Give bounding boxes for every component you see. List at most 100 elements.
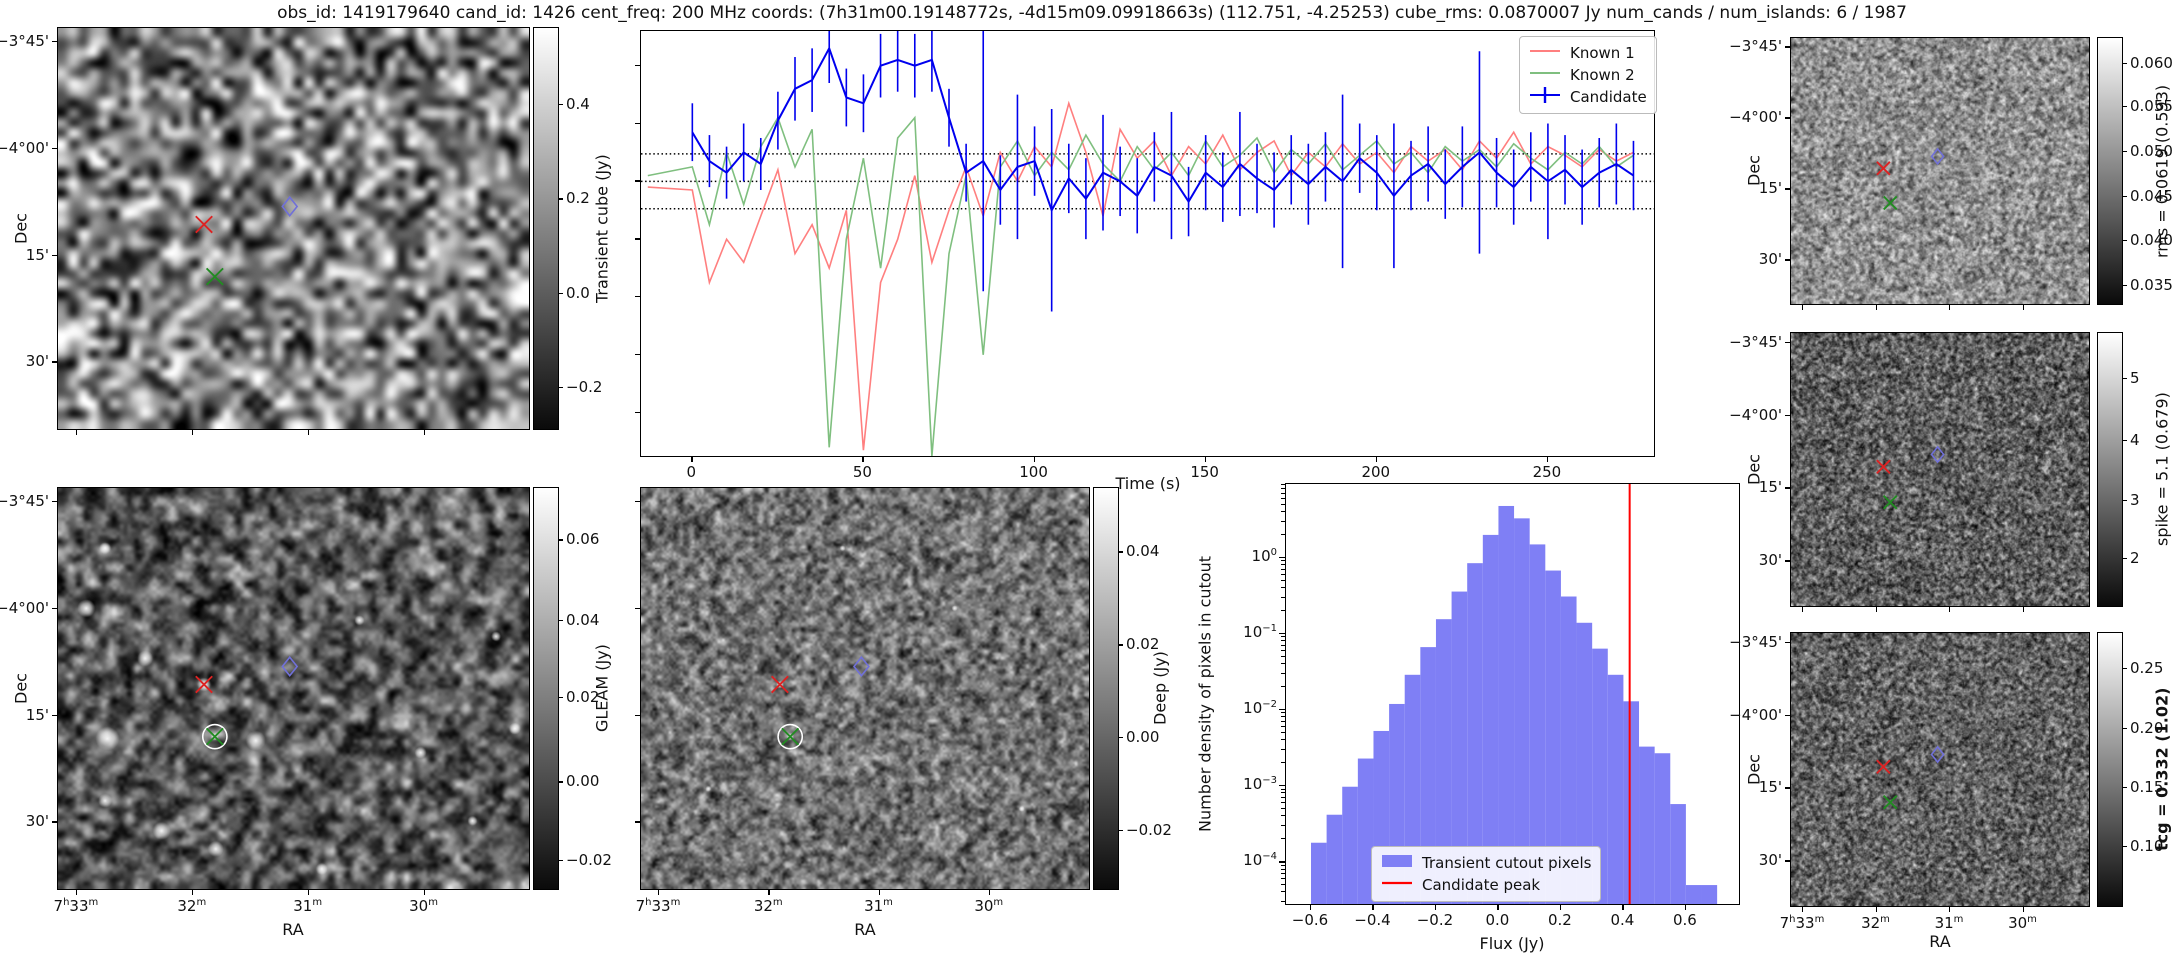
histogram-minor-ytick	[1281, 686, 1285, 688]
histogram-bar	[1482, 534, 1499, 904]
dec-tick	[52, 147, 57, 150]
lightcurve-ytick	[635, 411, 640, 414]
candidate-diamond-marker	[1930, 745, 1945, 764]
ra-tick	[1949, 907, 1951, 912]
histogram-bar	[1670, 804, 1686, 904]
dec-tick-label: 30'	[1758, 250, 1782, 269]
colorbar-label-transient-cube: Transient cube (Jy)	[592, 154, 612, 303]
lightcurve-ytick	[635, 353, 640, 356]
colorbar-tick	[2123, 284, 2127, 287]
series-line-known-2	[647, 115, 1634, 456]
histogram-xtick-label: −0.4	[1354, 911, 1391, 929]
known1-x-marker	[195, 675, 213, 694]
legend-line-glyph	[1382, 881, 1412, 885]
series-line-candidate	[691, 45, 1635, 213]
colorbar-tick	[2123, 845, 2127, 848]
dec-tick-label: −3°45'	[0, 32, 49, 51]
dec-tick	[52, 607, 57, 610]
colorbar-tick-label: 0.4	[566, 94, 590, 113]
histogram-xtick	[1559, 905, 1562, 910]
ra-tick	[2022, 607, 2024, 612]
lightcurve-xtick	[691, 457, 693, 462]
spike-image	[1791, 333, 2089, 606]
histogram-ytick	[1279, 708, 1285, 711]
colorbar-tick-label: 0.15	[2130, 778, 2164, 797]
histogram-minor-ytick	[1281, 712, 1285, 714]
histogram-bar	[1342, 786, 1358, 904]
candidate-diamond-marker	[1930, 147, 1945, 166]
ra-tick	[1802, 305, 1804, 310]
colorbar-tick-label: 5	[2130, 368, 2140, 387]
histogram-bar	[1623, 701, 1640, 904]
histogram-minor-ytick	[1281, 762, 1285, 764]
lightcurve-xtick	[1204, 457, 1207, 462]
dec-tick	[52, 821, 57, 823]
ra-tick	[1875, 607, 1877, 612]
dec-tick	[1785, 560, 1790, 562]
histogram-ytick	[1279, 632, 1285, 635]
ra-tick	[1949, 305, 1951, 310]
dec-tick	[1785, 341, 1790, 344]
colorbar-tick-label: 0.0	[566, 283, 590, 302]
histogram-xtick	[1309, 905, 1312, 910]
histogram-minor-ytick	[1281, 663, 1285, 665]
colorbar-tick-label: −0.02	[1126, 820, 1172, 839]
legend-row: Known 1	[1529, 42, 1647, 64]
histogram-minor-ytick	[1281, 864, 1285, 866]
histogram-bar	[1357, 758, 1374, 904]
dec-tick	[1785, 117, 1790, 119]
legend-row: Transient cutout pixels	[1381, 852, 1591, 874]
legend-row: Known 2	[1529, 64, 1647, 86]
candidate-diamond-marker	[1930, 445, 1945, 464]
colorbar-tick	[2123, 668, 2127, 670]
ra-tick-label: 32m	[753, 897, 783, 915]
colorbar-tick	[559, 386, 563, 389]
ra-tick-label: 30m	[2008, 914, 2037, 932]
histogram-minor-ytick	[1281, 587, 1285, 589]
lightcurve-ytick	[635, 180, 640, 182]
errorbar-legend-sample	[1529, 86, 1561, 108]
dec-tick-label: −3°45'	[1729, 632, 1782, 651]
dec-tick-label: 30'	[25, 352, 49, 371]
histogram-minor-ytick	[1281, 815, 1285, 817]
histogram-ytick	[1279, 861, 1285, 863]
candidate-circle-marker	[777, 723, 804, 750]
histogram-bar	[1451, 591, 1468, 904]
candidate-diamond-marker	[281, 195, 299, 217]
histogram-xtick	[1497, 905, 1499, 910]
histogram-bar	[1310, 842, 1327, 904]
histogram-minor-ytick	[1281, 503, 1285, 505]
ra-tick-label: 7h33m	[53, 897, 99, 915]
legend-sample-glyph	[1530, 87, 1560, 103]
ra-tick	[1875, 907, 1877, 912]
colorbar-tick	[2123, 105, 2127, 108]
candidate-diamond-marker	[853, 655, 870, 677]
figure-title: obs_id: 1419179640 cand_id: 1426 cent_fr…	[277, 3, 1907, 23]
colorbar-tick-label: 0.02	[1126, 635, 1160, 654]
histogram-xtick	[1434, 905, 1437, 910]
lightcurve-plot	[641, 31, 1654, 456]
rms-markers	[1876, 147, 1945, 211]
panel-spike	[1790, 332, 2090, 607]
known2-x-marker	[205, 727, 224, 746]
legend-row: Candidate	[1529, 86, 1647, 108]
legend-label: Known 1	[1570, 44, 1635, 62]
lightcurve-xaxis-label: Time (s)	[1115, 474, 1181, 493]
lightcurve-ytick	[635, 122, 640, 124]
ra-tick	[1802, 607, 1804, 612]
colorbar-tick-label: −0.2	[566, 377, 603, 396]
dec-tick-label: 15'	[25, 705, 49, 724]
histogram-bar	[1685, 885, 1702, 904]
histogram-minor-ytick	[1281, 739, 1285, 741]
ra-tick	[878, 890, 880, 895]
colorbar-tick	[1119, 644, 1123, 646]
ra-tick-label: 7h33m	[1779, 914, 1825, 932]
dec-tick	[1785, 714, 1790, 716]
ra-tick	[1949, 607, 1951, 612]
colorbar-tick	[1119, 551, 1123, 553]
lightcurve-xtick-label: 200	[1361, 463, 1391, 481]
colorbar-tick-label: 0.00	[566, 772, 600, 791]
known1-x-marker	[1876, 459, 1891, 475]
lightcurve-legend: Known 1 Known 2 Candidate	[1519, 36, 1657, 114]
